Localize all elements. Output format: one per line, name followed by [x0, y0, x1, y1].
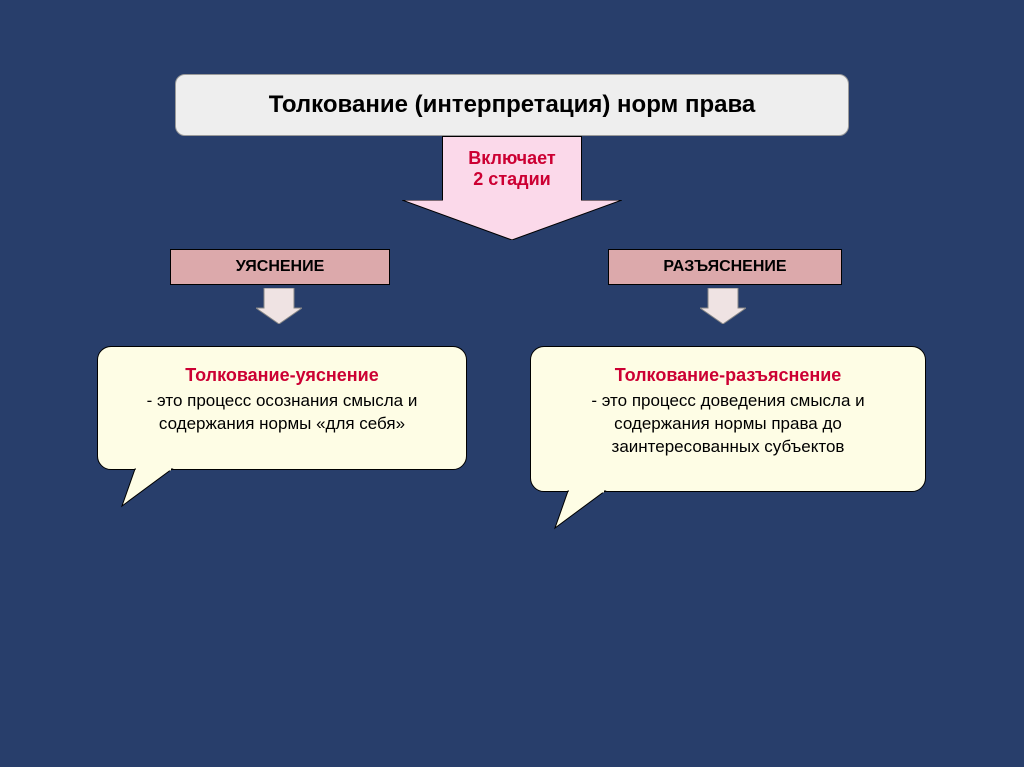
callout-right: Толкование-разъяснение - это процесс дов…	[530, 346, 926, 492]
callout-left-tail	[120, 467, 174, 508]
callout-right-tail	[553, 489, 607, 530]
diagram-title-text: Толкование (интерпретация) норм права	[269, 91, 756, 119]
connector-arrow-left	[256, 288, 302, 324]
callout-left: Толкование-уяснение - это процесс осозна…	[97, 346, 467, 470]
callout-left-body: - это процесс осознания смысла и содержа…	[110, 390, 454, 436]
stage-label-right: РАЗЪЯСНЕНИЕ	[608, 249, 842, 285]
stage-label-right-text: РАЗЪЯСНЕНИЕ	[663, 258, 786, 276]
stages-arrow-line2: 2 стадии	[473, 169, 550, 190]
callout-right-title: Толкование-разъяснение	[543, 365, 913, 386]
diagram-title: Толкование (интерпретация) норм права	[175, 74, 849, 136]
callout-left-title: Толкование-уяснение	[110, 365, 454, 386]
stages-arrow-head	[402, 200, 622, 240]
callout-right-body: - это процесс доведения смысла и содержа…	[543, 390, 913, 459]
stages-arrow-body: Включает 2 стадии	[442, 136, 582, 200]
stage-label-left: УЯСНЕНИЕ	[170, 249, 390, 285]
stages-arrow-line1: Включает	[468, 148, 555, 169]
connector-arrow-right	[700, 288, 746, 324]
stage-label-left-text: УЯСНЕНИЕ	[236, 258, 325, 276]
